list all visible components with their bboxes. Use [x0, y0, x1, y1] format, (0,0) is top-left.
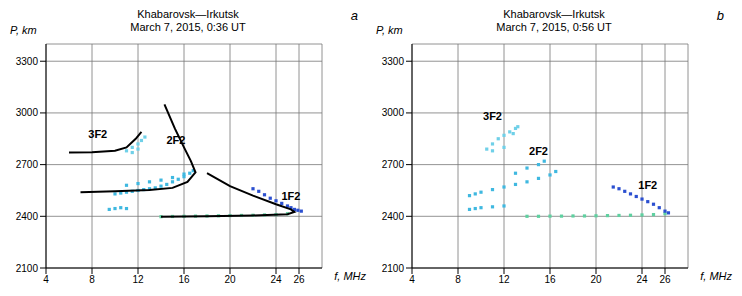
svg-text:2400: 2400 [16, 211, 39, 222]
svg-text:4: 4 [409, 274, 415, 285]
html-text:a: a [350, 8, 358, 23]
html-text:f, MHz: f, MHz [334, 270, 366, 282]
svg-text:2400: 2400 [382, 211, 405, 222]
svg-text:8: 8 [455, 274, 461, 285]
svg-text:2700: 2700 [16, 159, 39, 170]
svg-text:3000: 3000 [16, 107, 39, 118]
svg-text:4: 4 [43, 274, 49, 285]
svg-text:1F2: 1F2 [638, 179, 657, 191]
svg-text:2100: 2100 [16, 263, 39, 274]
html-text:March 7, 2015, 0:56 UT: March 7, 2015, 0:56 UT [496, 21, 612, 33]
svg-text:20: 20 [224, 274, 236, 285]
html-text:Khabarovsk—Irkutsk: Khabarovsk—Irkutsk [137, 8, 239, 20]
svg-text:3F2: 3F2 [483, 110, 502, 122]
html-text:P, km: P, km [376, 24, 403, 36]
svg-text:24: 24 [636, 274, 648, 285]
html-text:Khabarovsk—Irkutsk: Khabarovsk—Irkutsk [503, 8, 605, 20]
svg-text:8: 8 [89, 274, 95, 285]
svg-text:2F2: 2F2 [529, 145, 548, 157]
html-text:f, MHz: f, MHz [700, 270, 732, 282]
svg-text:16: 16 [178, 274, 190, 285]
svg-text:3300: 3300 [16, 56, 39, 67]
svg-text:20: 20 [590, 274, 602, 285]
html-text:March 7, 2015, 0:36 UT: March 7, 2015, 0:36 UT [130, 21, 246, 33]
svg-text:26: 26 [293, 274, 305, 285]
svg-text:12: 12 [498, 274, 510, 285]
svg-text:3F2: 3F2 [88, 128, 107, 140]
svg-text:2F2: 2F2 [166, 134, 185, 146]
svg-text:3000: 3000 [382, 107, 405, 118]
svg-text:2700: 2700 [382, 159, 405, 170]
svg-text:24: 24 [270, 274, 282, 285]
svg-text:1F2: 1F2 [281, 190, 300, 202]
svg-text:12: 12 [132, 274, 144, 285]
svg-text:3300: 3300 [382, 56, 405, 67]
svg-text:16: 16 [544, 274, 556, 285]
html-text:P, km: P, km [10, 24, 37, 36]
html-text:b: b [716, 8, 724, 23]
svg-text:26: 26 [659, 274, 671, 285]
svg-text:2100: 2100 [382, 263, 405, 274]
